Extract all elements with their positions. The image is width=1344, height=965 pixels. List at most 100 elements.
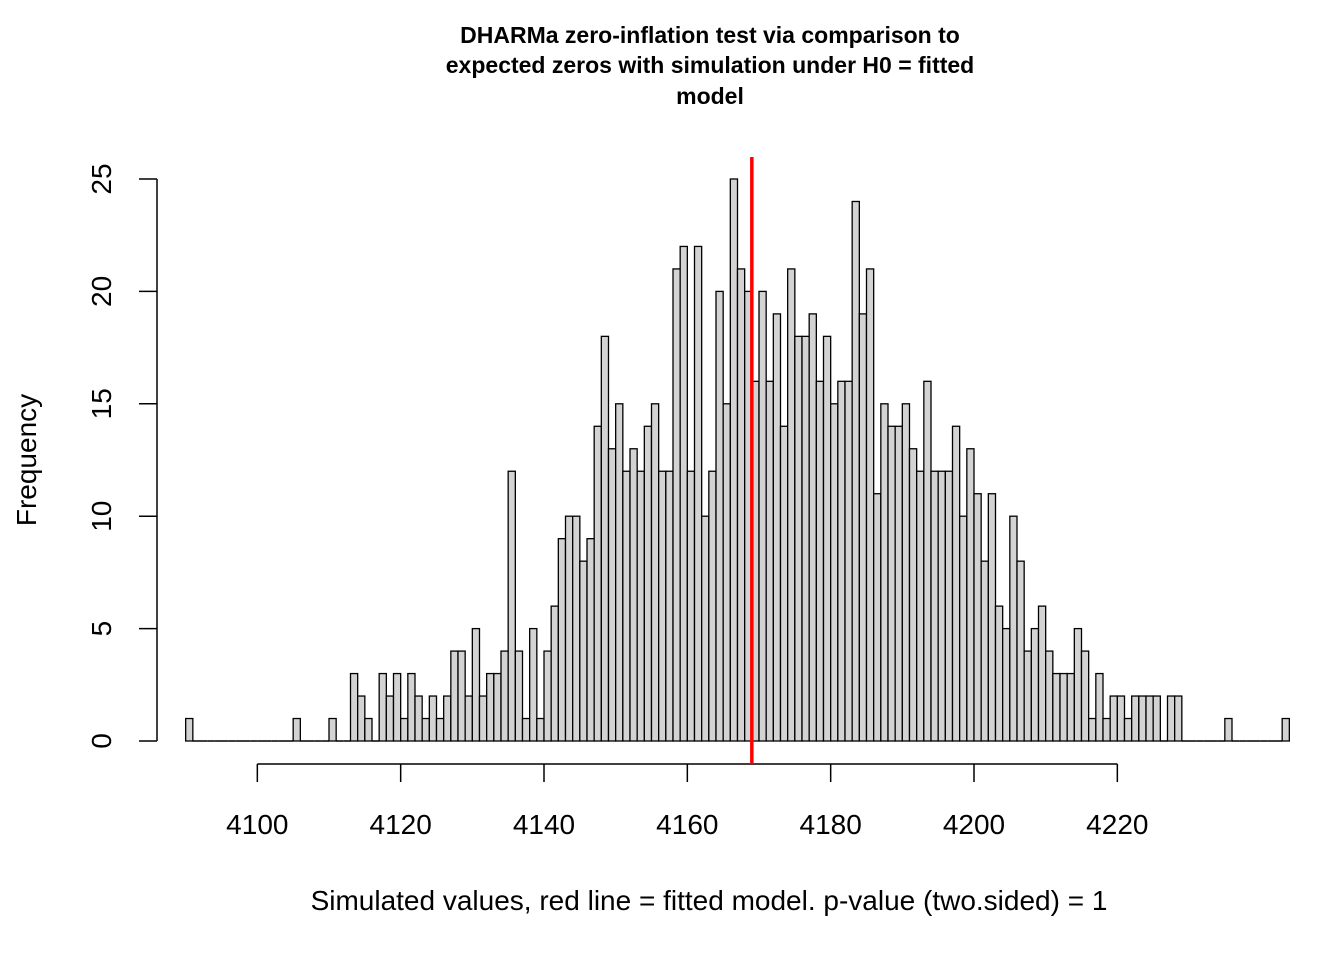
histogram-bar bbox=[428, 695, 438, 742]
histogram-bar bbox=[901, 403, 911, 742]
histogram-bar bbox=[980, 560, 989, 742]
histogram-bar bbox=[865, 268, 875, 742]
histogram-bar bbox=[693, 245, 703, 742]
histogram-bar bbox=[643, 425, 653, 742]
histogram-bar bbox=[1045, 650, 1054, 742]
histogram-bar bbox=[385, 695, 395, 742]
x-tick-label: 4100 bbox=[226, 809, 288, 840]
histogram-bar bbox=[407, 672, 416, 742]
histogram-bar bbox=[1102, 717, 1111, 742]
histogram-bar bbox=[729, 178, 739, 742]
histogram-bar bbox=[944, 470, 954, 742]
histogram-bar bbox=[514, 650, 524, 742]
histogram-bar bbox=[1088, 717, 1097, 742]
histogram-bar bbox=[765, 380, 774, 742]
x-tick-label: 4140 bbox=[513, 809, 575, 840]
histogram-bar bbox=[1174, 695, 1183, 742]
y-tick-label: 15 bbox=[86, 388, 117, 419]
histogram-bar bbox=[615, 403, 624, 742]
histogram-bar bbox=[443, 695, 452, 742]
histogram-bar bbox=[450, 650, 459, 742]
histogram-bar bbox=[1131, 695, 1140, 742]
y-tick-label: 5 bbox=[86, 621, 117, 637]
histogram-bar bbox=[349, 672, 359, 742]
histogram-bar bbox=[994, 605, 1004, 742]
histogram-bar bbox=[529, 627, 538, 742]
histogram-bar bbox=[493, 672, 502, 742]
histogram-bar bbox=[593, 425, 602, 742]
histogram-bar bbox=[1116, 695, 1126, 742]
histogram-bar bbox=[636, 470, 645, 742]
histogram-bar bbox=[858, 313, 868, 742]
histogram-bar bbox=[851, 200, 860, 742]
x-tick-label: 4160 bbox=[656, 809, 718, 840]
x-axis-title: Simulated values, red line = fitted mode… bbox=[311, 885, 1108, 916]
chart-title-line: DHARMa zero-inflation test via compariso… bbox=[460, 22, 960, 48]
histogram-bar bbox=[1123, 717, 1133, 742]
histogram-bar bbox=[471, 627, 481, 742]
histogram-bar bbox=[328, 717, 337, 742]
histogram-bar bbox=[536, 717, 545, 742]
histogram-bar bbox=[987, 493, 997, 742]
histogram-bar bbox=[357, 695, 366, 742]
histogram-bar bbox=[686, 470, 696, 742]
histogram-bar bbox=[787, 268, 796, 742]
histogram-bar bbox=[550, 605, 559, 742]
histogram-bar bbox=[822, 335, 832, 742]
histogram-bar bbox=[722, 403, 731, 742]
histogram-bar bbox=[1138, 695, 1147, 742]
histogram-bar bbox=[880, 403, 889, 742]
histogram-bar bbox=[185, 717, 194, 742]
histogram-bar bbox=[478, 695, 488, 742]
histogram-bar bbox=[923, 380, 932, 742]
y-tick-label: 0 bbox=[86, 733, 117, 749]
histogram-bar bbox=[586, 538, 595, 742]
histogram-bar bbox=[665, 470, 674, 742]
histogram-bar bbox=[715, 290, 724, 742]
histogram-bar bbox=[937, 470, 946, 742]
histogram-bar bbox=[1059, 672, 1068, 742]
chart-title: DHARMa zero-inflation test via compariso… bbox=[446, 22, 974, 109]
histogram-bar bbox=[916, 470, 925, 742]
histogram-bar bbox=[579, 560, 588, 742]
histogram-bar bbox=[629, 448, 638, 742]
histogram-bar bbox=[564, 515, 574, 742]
histogram-bar bbox=[672, 268, 681, 742]
histogram-bar bbox=[364, 717, 373, 742]
histogram-bar bbox=[966, 448, 975, 742]
histogram-bar bbox=[1166, 695, 1176, 742]
histogram-bar bbox=[1281, 717, 1290, 742]
histogram-bar bbox=[830, 403, 839, 742]
histogram-bar bbox=[457, 650, 466, 742]
histogram-bar bbox=[794, 335, 803, 742]
histogram-bar bbox=[736, 268, 746, 742]
histogram-bar bbox=[1080, 650, 1090, 742]
x-tick-label: 4120 bbox=[370, 809, 432, 840]
histogram-bar bbox=[779, 425, 789, 742]
histogram-bar bbox=[973, 493, 982, 742]
histogram-bar bbox=[1224, 717, 1233, 742]
histogram-bar bbox=[572, 515, 581, 742]
y-tick-label: 10 bbox=[86, 501, 117, 532]
histogram-bar bbox=[708, 470, 717, 742]
histogram-bar bbox=[1066, 672, 1075, 742]
x-tick-label: 4200 bbox=[943, 809, 1005, 840]
histogram-bar bbox=[500, 650, 509, 742]
histogram-bar bbox=[815, 380, 825, 742]
y-tick-label: 25 bbox=[86, 163, 117, 194]
x-tick-label: 4180 bbox=[800, 809, 862, 840]
histogram-bar bbox=[1037, 605, 1047, 742]
histogram-bar bbox=[1152, 695, 1161, 742]
histogram-bar bbox=[1095, 672, 1104, 742]
histogram-bar bbox=[650, 403, 660, 742]
histogram-bar bbox=[486, 672, 495, 742]
histogram-bar bbox=[837, 380, 846, 742]
histogram-bar bbox=[1016, 560, 1025, 742]
histogram-bar bbox=[772, 313, 782, 742]
histogram-bar bbox=[1030, 627, 1040, 742]
histogram-bar bbox=[808, 313, 817, 742]
histogram-bar bbox=[908, 448, 918, 742]
histogram-bar bbox=[435, 717, 445, 742]
